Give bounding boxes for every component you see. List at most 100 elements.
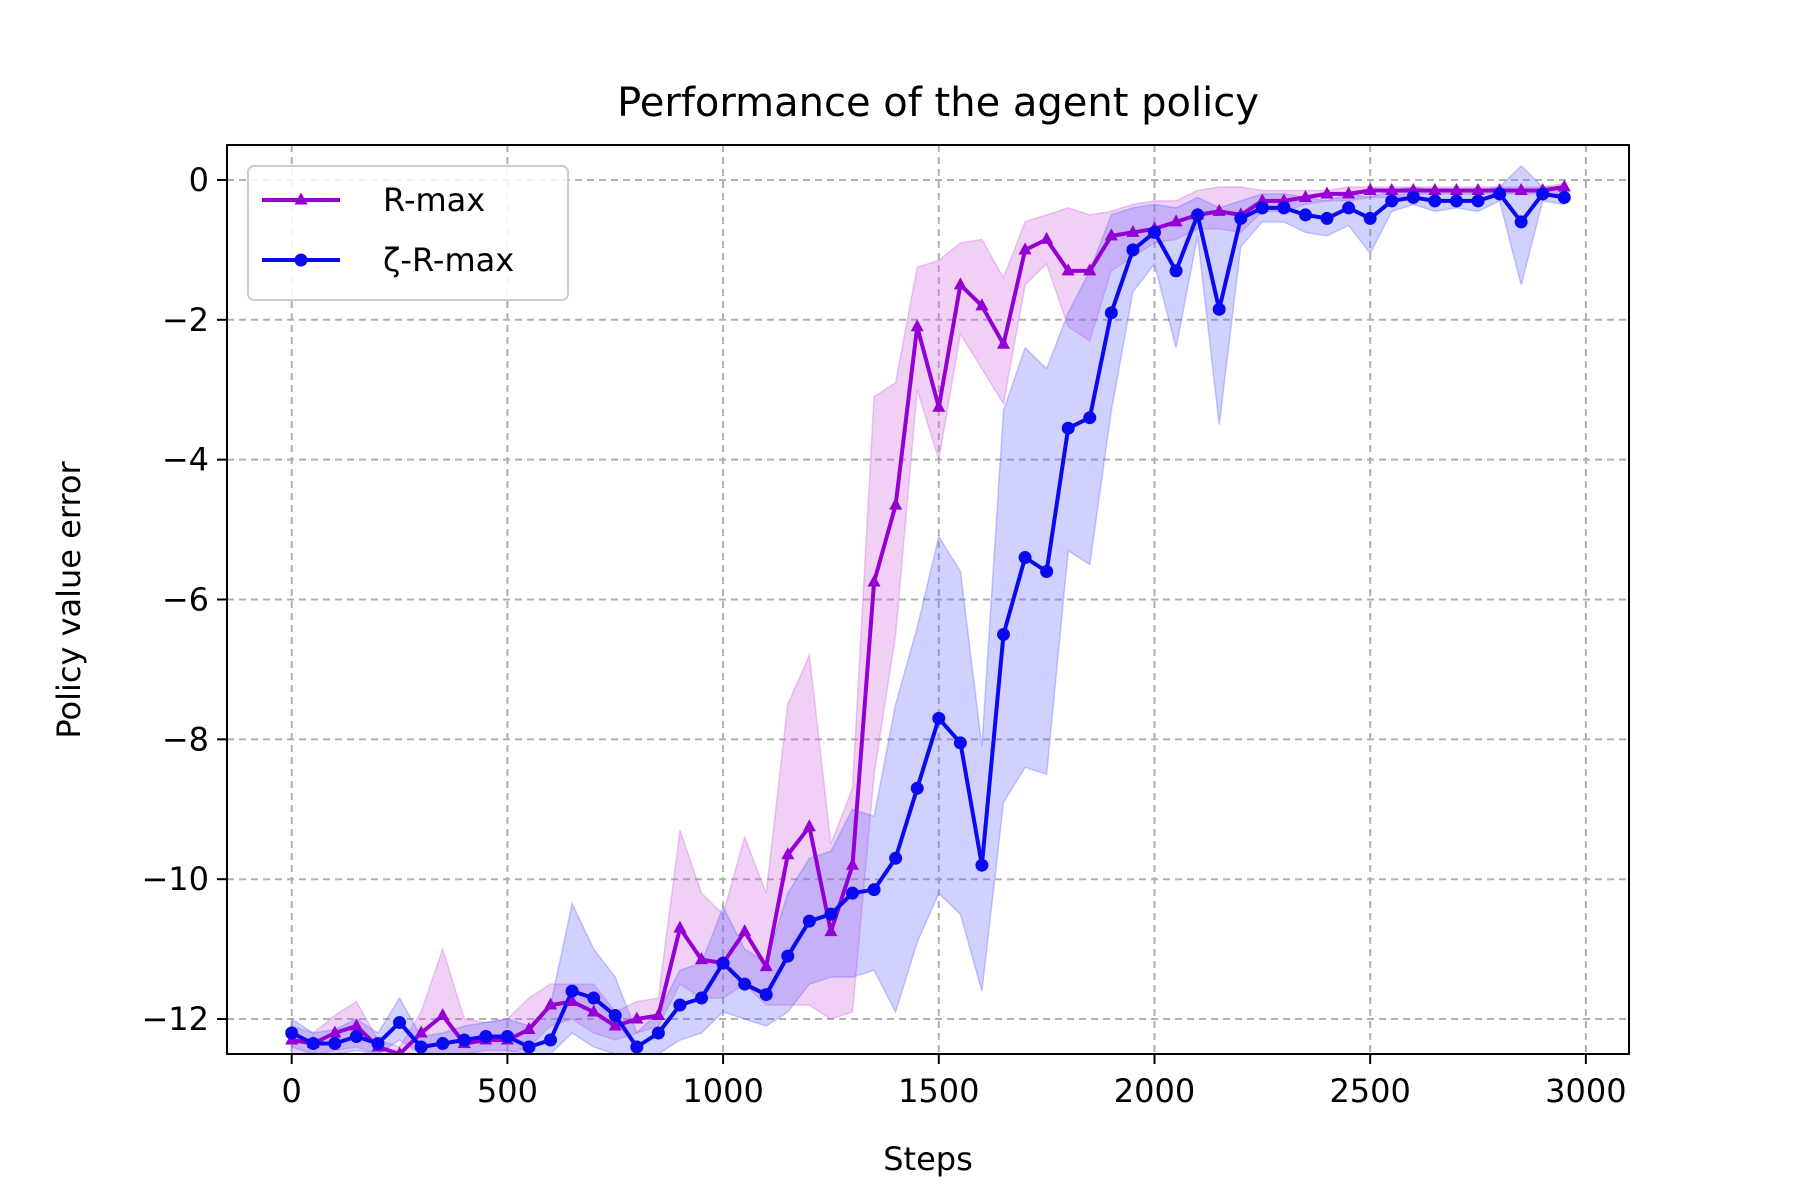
r-max-point <box>759 988 773 1002</box>
r-max-point <box>1406 190 1420 204</box>
r-max-point <box>651 1026 665 1040</box>
r-max-point <box>975 298 989 311</box>
r-max-point <box>1514 215 1528 229</box>
r-max-point <box>1320 186 1334 199</box>
r-max-point <box>1471 194 1485 208</box>
r-max-point <box>630 1040 644 1054</box>
r-max-point <box>1147 225 1161 239</box>
r-max-point <box>846 886 860 900</box>
r-max-point <box>285 1026 299 1040</box>
r-max-point <box>845 857 860 870</box>
r-max-point <box>608 1018 622 1031</box>
r-max-point <box>436 1008 450 1021</box>
r-max-point <box>349 1030 363 1044</box>
r-max-point <box>867 883 881 897</box>
y-tick-label: −10 <box>141 860 209 898</box>
x-tick-label: 1500 <box>898 1072 979 1110</box>
r-max-point <box>1471 182 1485 195</box>
x-tick-label: 0 <box>282 1072 302 1110</box>
r-max-legend-label: R-max <box>383 181 485 219</box>
r-max-point <box>395 1046 404 1054</box>
r-max-point <box>1255 201 1269 215</box>
r-max-point <box>1342 186 1356 199</box>
r-max-point <box>1298 208 1312 222</box>
r-max-point <box>371 1037 385 1051</box>
y-tick-label: 0 <box>189 161 209 199</box>
r-max-point <box>738 977 752 991</box>
y-tick-label: −6 <box>162 581 209 619</box>
r-max-point <box>1557 179 1571 192</box>
r-max-point <box>694 952 709 965</box>
r-max-point <box>781 847 795 860</box>
r-max-point <box>1040 565 1054 579</box>
r-max-point <box>544 1033 558 1047</box>
r-max-point <box>738 924 752 937</box>
r-max-point <box>867 574 881 587</box>
r-max-point <box>932 711 946 725</box>
r-max-point <box>759 959 773 972</box>
r-max-point <box>953 736 967 750</box>
x-tick-label: 2000 <box>1114 1072 1195 1110</box>
r-max-point <box>802 914 816 928</box>
r-max-point <box>673 920 687 933</box>
r-max-point <box>1104 228 1118 241</box>
x-tick-label: 3000 <box>1545 1072 1626 1110</box>
axis-ticks: 0 500 1000 1500 2000 2500 3000 0 −2 −4 −6 −8 −10 −12 <box>141 161 1626 1110</box>
r-max-point <box>1083 411 1097 425</box>
r-max-point <box>996 627 1010 641</box>
r-max-point <box>781 949 795 963</box>
r-max-point <box>608 1009 622 1023</box>
r-max-point <box>1104 306 1118 320</box>
r-max-point <box>349 1018 363 1031</box>
legend: R-max ζ-R-max <box>247 165 569 301</box>
r-max-point <box>544 997 558 1010</box>
r-max-point <box>932 399 946 412</box>
r-max-point <box>1126 243 1140 257</box>
r-max-point <box>1363 211 1377 225</box>
r-max-point <box>1342 201 1356 215</box>
r-max-point <box>1212 203 1226 216</box>
r-max-point <box>802 819 816 832</box>
r-max-point <box>1493 187 1507 201</box>
r-max-point <box>500 1030 514 1044</box>
r-max-point <box>910 781 924 795</box>
r-max-point <box>1126 224 1140 237</box>
r-max-point <box>1320 211 1334 225</box>
r-max-point <box>587 1004 601 1017</box>
r-max-point <box>1169 264 1183 278</box>
r-max-point <box>328 1025 342 1038</box>
r-max-point <box>889 851 903 865</box>
r-max-point <box>1428 182 1442 195</box>
r-max-point <box>1557 190 1571 204</box>
r-max-point <box>1449 182 1463 195</box>
r-max-point <box>1061 263 1075 276</box>
r-max-point <box>328 1037 342 1051</box>
r-max-point <box>565 994 579 1007</box>
r-max-point <box>889 497 903 510</box>
r-max-point <box>1018 242 1032 255</box>
y-tick-label: −4 <box>162 441 209 479</box>
r-max-point <box>824 907 838 921</box>
r-max-point <box>1298 189 1312 202</box>
y-tick-label: −2 <box>162 301 209 339</box>
r-max-point <box>1514 182 1528 195</box>
y-axis-title: Policy value error <box>50 461 88 739</box>
x-axis-title: Steps <box>883 1140 973 1178</box>
x-tick-label: 1000 <box>682 1072 763 1110</box>
r-max-point <box>479 1030 493 1044</box>
y-tick-label: −8 <box>162 720 209 758</box>
r-max-point <box>975 858 989 872</box>
r-max-point <box>716 956 730 970</box>
r-max-point <box>1191 208 1205 222</box>
r-max-point <box>1061 421 1075 435</box>
r-max-band <box>290 164 1566 1054</box>
r-max-point <box>1428 194 1442 208</box>
series-markers <box>285 179 1571 1054</box>
r-max-point <box>306 1037 320 1051</box>
r-max-point <box>1449 194 1463 208</box>
r-max-point <box>522 1040 536 1054</box>
r-max-point <box>1234 211 1248 225</box>
r-max-legend-label: ζ-R-max <box>383 241 514 279</box>
x-tick-label: 500 <box>477 1072 538 1110</box>
